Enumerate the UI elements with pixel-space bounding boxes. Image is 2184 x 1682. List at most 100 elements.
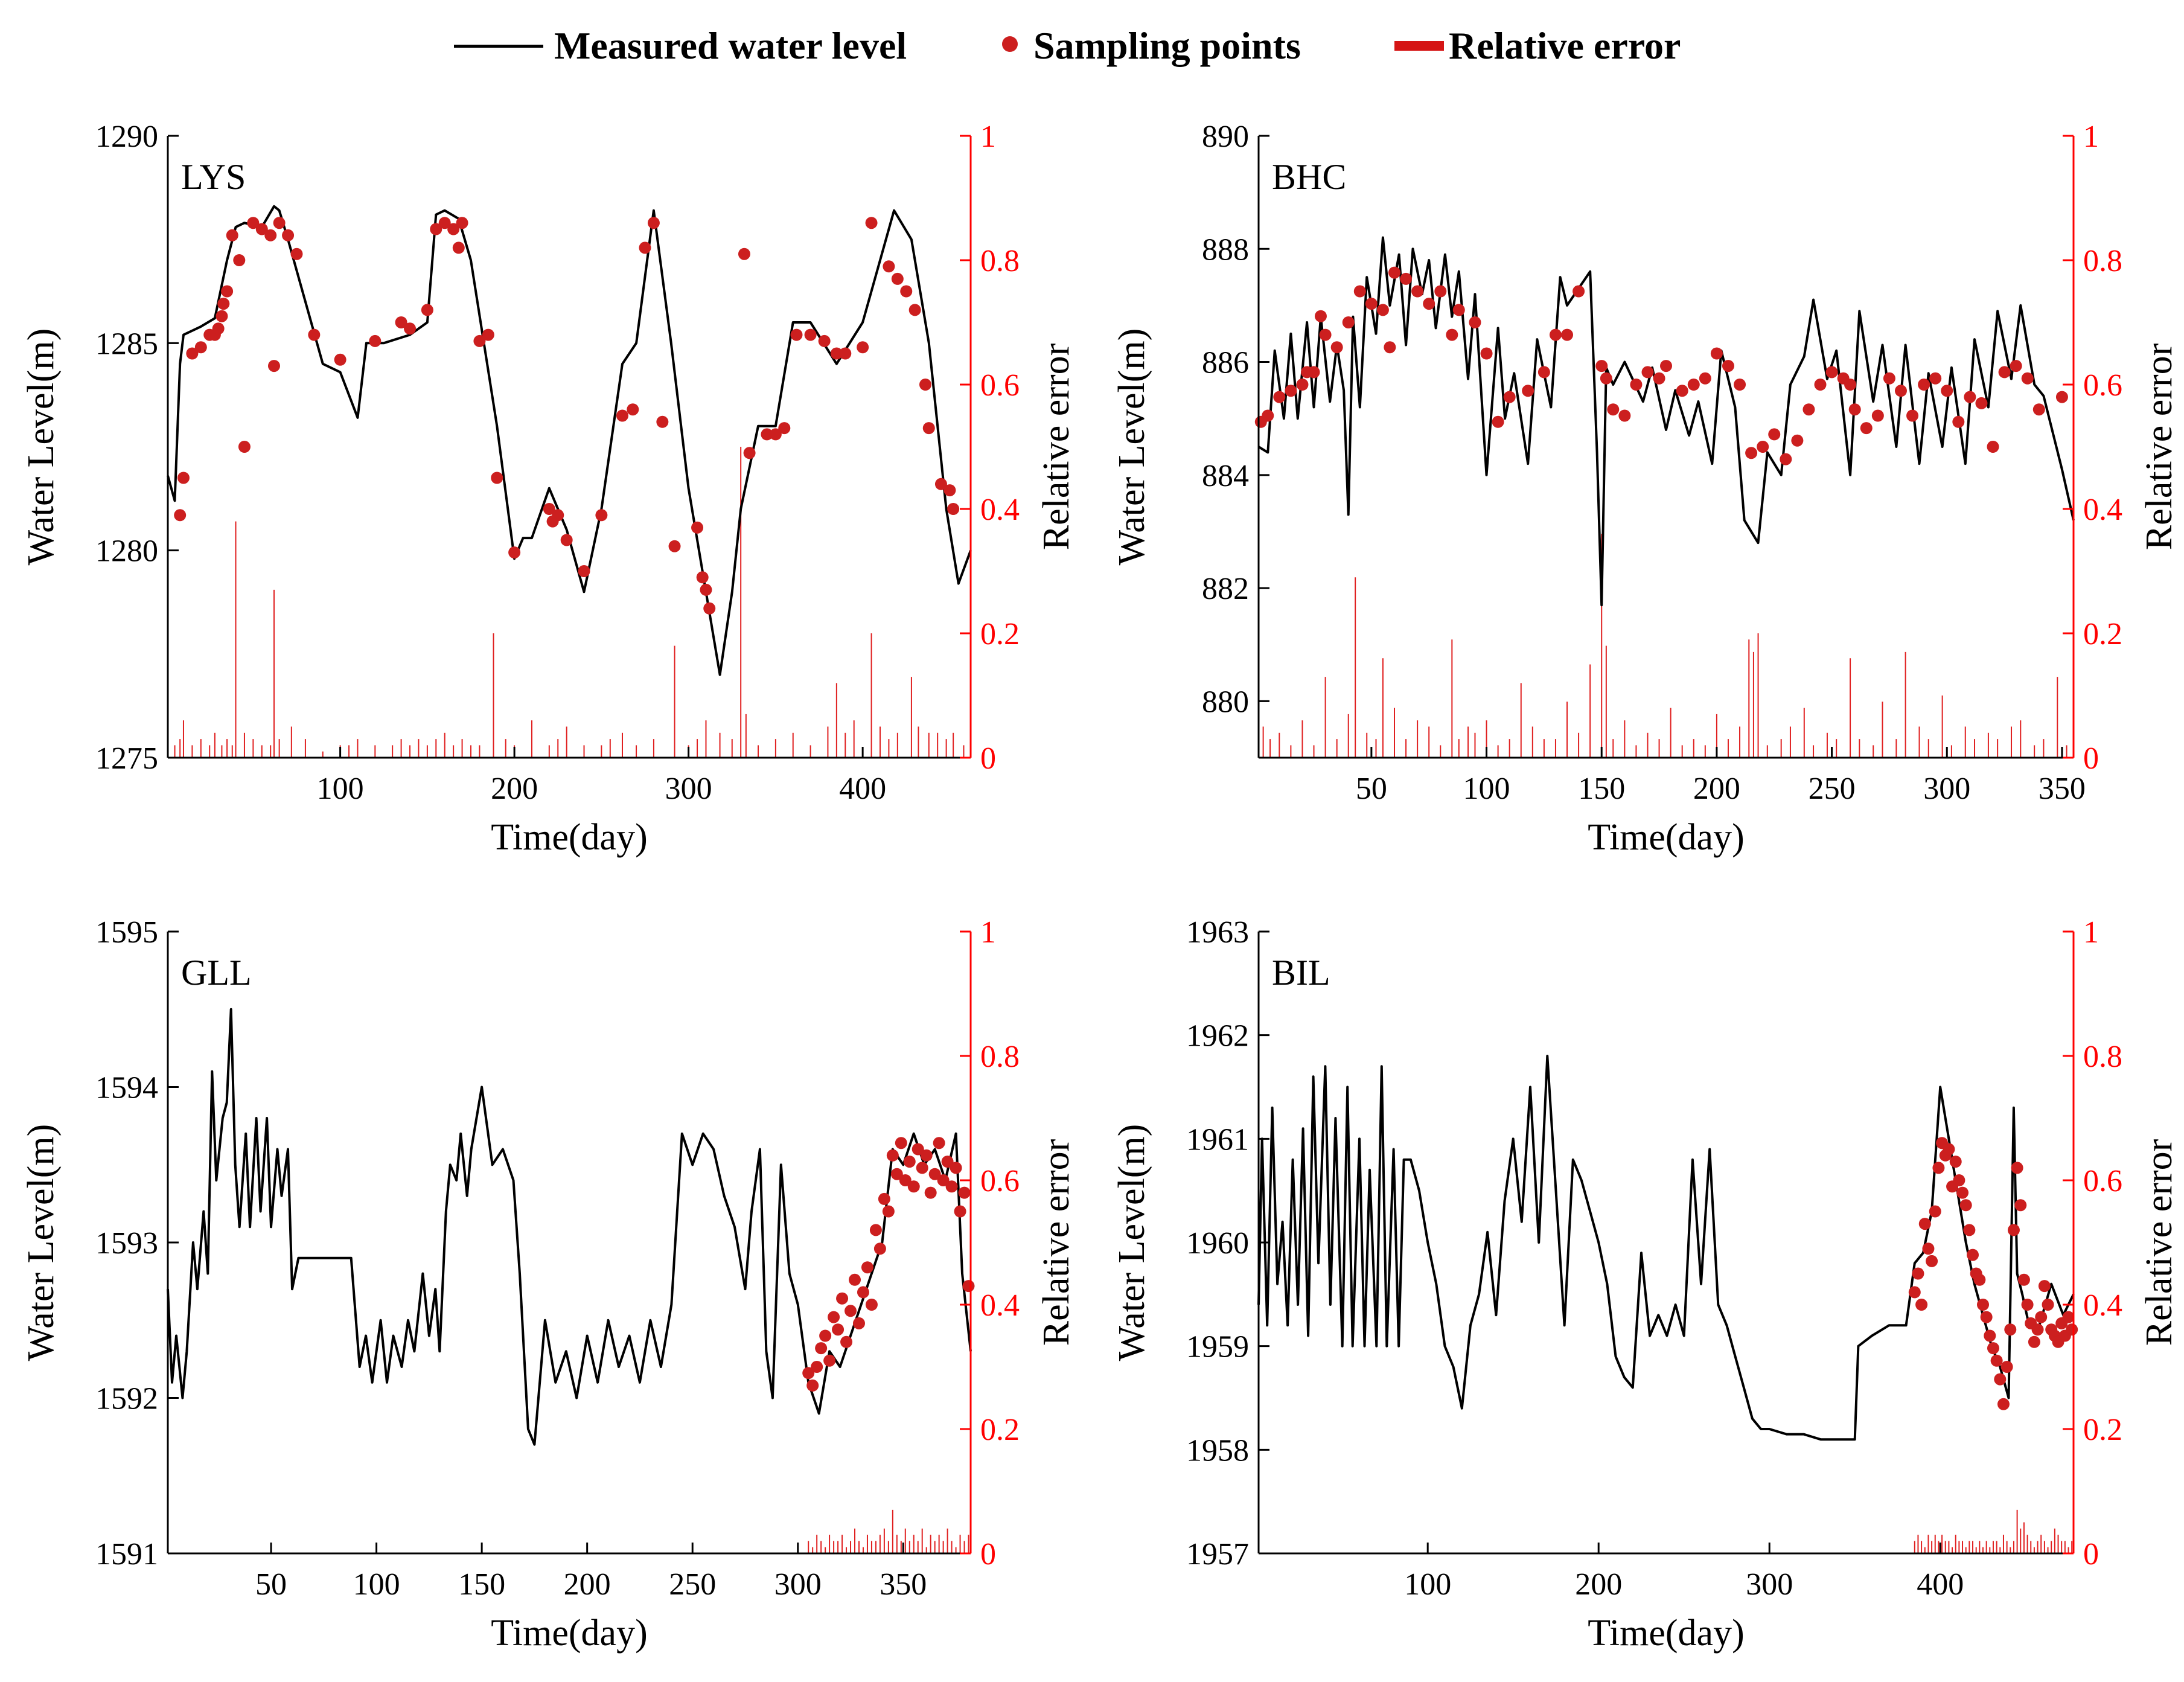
sampling-point [1630, 379, 1643, 391]
y2-axis-title: Relative error [1036, 1139, 1077, 1346]
sampling-point [1452, 304, 1465, 316]
sampling-point [696, 571, 709, 584]
sampling-point [627, 403, 639, 416]
sampling-point [1400, 272, 1413, 285]
y-tick-label: 1595 [95, 915, 158, 950]
sampling-point [1434, 285, 1447, 298]
y-tick-label: 880 [1202, 685, 1249, 719]
y-tick-label: 1290 [95, 120, 158, 154]
sampling-point [891, 272, 904, 285]
y2-tick-label: 0.4 [2083, 1288, 2122, 1323]
sampling-point [857, 1286, 869, 1299]
sampling-point [668, 540, 681, 552]
sampling-point [890, 1168, 903, 1180]
sampling-point [1492, 415, 1504, 428]
sampling-point [1994, 1373, 2007, 1386]
x-tick-label: 300 [1746, 1567, 1793, 1602]
sampling-point [233, 254, 246, 266]
sampling-point [1376, 304, 1389, 316]
x-tick-label: 50 [255, 1567, 287, 1602]
y-axis-title: Water Level(m) [21, 328, 62, 566]
error-bars [1262, 534, 2067, 758]
sampling-point [194, 341, 207, 354]
sampling-point [1745, 447, 1758, 459]
water-level-line [1257, 1055, 2075, 1441]
sampling-point [1308, 366, 1320, 379]
sampling-point [815, 1342, 828, 1355]
sampling-point [886, 1149, 899, 1162]
sampling-point [819, 1329, 832, 1342]
sampling-point [945, 1180, 958, 1193]
sampling-point [769, 428, 782, 441]
sampling-point [1967, 1249, 1979, 1261]
x-tick-label: 300 [774, 1567, 822, 1602]
sampling-point [560, 534, 573, 546]
y2-tick-label: 0.6 [2083, 1164, 2122, 1198]
sampling-point [830, 347, 843, 360]
sampling-point [738, 248, 750, 260]
y2-tick-label: 0.4 [2083, 493, 2122, 527]
y-tick-label: 1958 [1186, 1433, 1249, 1468]
legend: Measured water level Sampling points Rel… [0, 18, 2184, 85]
sampling-point [1871, 409, 1884, 422]
sampling-point [369, 334, 382, 347]
sampling-point [247, 217, 260, 229]
x-tick-label: 350 [880, 1567, 927, 1602]
y2-axis-title: Relative error [1036, 343, 1077, 550]
y2-tick-label: 1 [980, 120, 996, 154]
sampling-point [916, 1162, 928, 1174]
sampling-point [882, 1205, 895, 1218]
legend-error-swatch [1394, 41, 1444, 51]
x-tick-label: 300 [665, 772, 712, 806]
sampling-point [919, 379, 931, 391]
panel-label: LYS [181, 157, 246, 197]
y2-tick-label: 0.8 [980, 1040, 1020, 1074]
sampling-point [1734, 379, 1746, 391]
y-tick-label: 890 [1202, 120, 1249, 154]
sampling-point [1987, 441, 1999, 453]
chart-panel-lys: 1275 1280 1285 1290 0 0.2 0.4 0.6 0.8 1 100 200 300 4… [21, 120, 1077, 858]
sampling-point [1929, 372, 1942, 385]
sampling-point [1660, 360, 1672, 373]
sampling-point [1932, 1162, 1945, 1174]
sampling-point [216, 310, 228, 322]
sampling-point [1676, 385, 1688, 397]
y-tick-label: 1285 [95, 327, 158, 361]
sampling-point [656, 415, 669, 428]
sampling-point [267, 360, 280, 373]
sampling-point [282, 229, 295, 241]
x-tick-label: 300 [1923, 772, 1970, 806]
sampling-point [473, 334, 486, 347]
sampling-point [832, 1323, 845, 1336]
panel-label: GLL [181, 953, 252, 993]
y-tick-label: 886 [1202, 346, 1249, 380]
sampling-point [845, 1305, 857, 1317]
sampling-point [1549, 328, 1562, 341]
sampling-point [2021, 372, 2034, 385]
sampling-point [1607, 403, 1620, 416]
y-tick-label: 1592 [95, 1382, 158, 1416]
y-tick-label: 884 [1202, 459, 1249, 493]
sampling-point [456, 217, 468, 229]
sampling-point [861, 1261, 873, 1274]
y-tick-label: 1594 [95, 1071, 158, 1105]
sampling-point [934, 478, 947, 490]
x-tick-label: 150 [458, 1567, 505, 1602]
sampling-point [1388, 266, 1400, 279]
x-tick-label: 150 [1578, 772, 1625, 806]
sampling-point [865, 1299, 878, 1311]
sampling-point [2031, 1323, 2044, 1336]
sampling-point [1641, 366, 1654, 379]
sampling-point [1984, 1329, 1996, 1342]
y2-axis-title: Relative error [2139, 343, 2180, 550]
sampling-point [922, 422, 935, 435]
sampling-point [1384, 341, 1396, 354]
sampling-point [491, 472, 503, 484]
sampling-point [836, 1292, 849, 1305]
y-axis-title: Water Level(m) [21, 1124, 62, 1361]
sampling-point [639, 241, 651, 254]
x-axis-title: Time(day) [1588, 1613, 1744, 1654]
sampling-point [1987, 1342, 1999, 1355]
sampling-point [962, 1280, 975, 1293]
